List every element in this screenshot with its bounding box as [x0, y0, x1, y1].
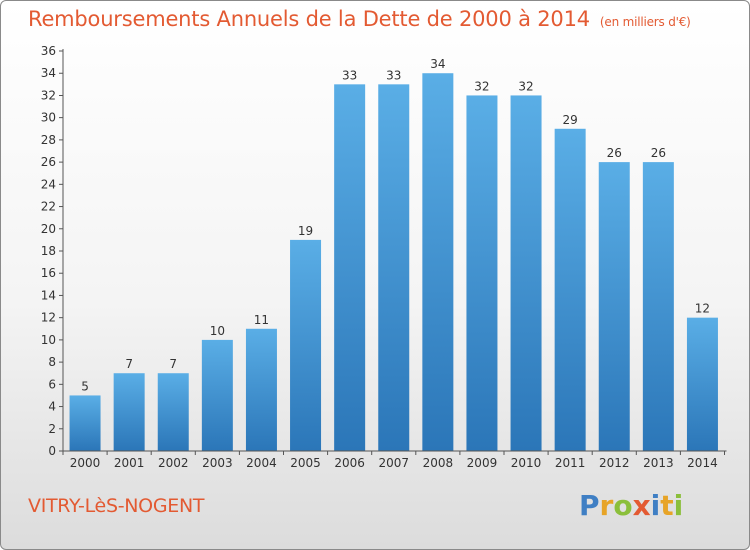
y-tick-label: 8	[48, 355, 56, 369]
bar-2004	[245, 328, 277, 451]
x-tick-label-2004: 2004	[246, 456, 277, 470]
y-tick-label: 34	[41, 66, 56, 80]
data-label-2008: 34	[430, 57, 445, 71]
data-label-2001: 7	[125, 357, 133, 371]
x-tick-label-2001: 2001	[114, 456, 145, 470]
y-tick-label: 26	[41, 155, 56, 169]
data-label-2000: 5	[81, 379, 89, 393]
y-tick-label: 28	[41, 133, 56, 147]
y-tick-label: 30	[41, 111, 56, 125]
y-tick-label: 6	[48, 377, 56, 391]
y-tick-label: 0	[48, 444, 56, 458]
x-tick-label-2008: 2008	[423, 456, 454, 470]
data-label-2010: 32	[518, 79, 533, 93]
bar-2010	[510, 95, 542, 451]
bar-2008	[422, 73, 454, 451]
logo-letter: r	[599, 489, 614, 522]
logo-letter: x	[632, 489, 651, 522]
x-tick-label-2010: 2010	[511, 456, 542, 470]
bars: 5 7 7 10 11 19 33 33 34 32 32 29 26 26 12	[69, 57, 718, 451]
y-tick-label: 2	[48, 422, 56, 436]
x-tick-label-2007: 2007	[378, 456, 409, 470]
bar-2003	[201, 339, 233, 451]
bar-2006	[334, 84, 366, 451]
x-tick-label-2014: 2014	[687, 456, 718, 470]
x-tick-label-2009: 2009	[467, 456, 498, 470]
x-tick-label-2003: 2003	[202, 456, 233, 470]
y-tick-label: 14	[41, 288, 56, 302]
chart-title: Remboursements Annuels de la Dette de 20…	[28, 7, 691, 31]
logo-letter: P	[579, 489, 600, 522]
logo-letter: o	[613, 489, 633, 522]
unit-note: (en milliers d'€)	[599, 15, 691, 29]
x-tick-label-2011: 2011	[555, 456, 586, 470]
y-tick-label: 22	[41, 200, 56, 214]
bar-2012	[598, 162, 630, 451]
chart-title-text: Remboursements Annuels de la Dette de 20…	[28, 7, 590, 31]
logo-letter: i	[673, 489, 684, 522]
y-tick-label: 4	[48, 400, 56, 414]
logo-letter: t	[660, 489, 674, 522]
y-tick-label: 12	[41, 311, 56, 325]
y-tick-label: 36	[41, 44, 56, 58]
x-tick-label-2002: 2002	[158, 456, 189, 470]
data-label-2014: 12	[695, 302, 710, 316]
bar-2011	[554, 128, 586, 451]
x-tick-label-2012: 2012	[599, 456, 630, 470]
data-label-2004: 11	[254, 313, 269, 327]
bar-2013	[642, 162, 674, 451]
city-name: VITRY-LèS-NOGENT	[28, 495, 205, 517]
data-label-2013: 26	[651, 146, 666, 160]
bar-2014	[686, 317, 718, 451]
bar-2002	[157, 373, 189, 451]
x-tick-label-2005: 2005	[290, 456, 321, 470]
y-tick-label: 16	[41, 266, 56, 280]
data-label-2003: 10	[210, 324, 225, 338]
x-tick-label-2013: 2013	[643, 456, 674, 470]
bar-2001	[113, 373, 145, 451]
y-tick-label: 24	[41, 177, 56, 191]
data-label-2011: 29	[563, 113, 578, 127]
bar-2007	[378, 84, 410, 451]
data-label-2012: 26	[607, 146, 622, 160]
logo-letter: i	[650, 489, 661, 522]
bar-2000	[69, 395, 101, 451]
bar-2005	[290, 239, 322, 451]
data-label-2009: 32	[474, 79, 489, 93]
y-tick-label: 20	[41, 222, 56, 236]
x-tick-label-2006: 2006	[334, 456, 365, 470]
y-tick-label: 18	[41, 244, 56, 258]
data-label-2006: 33	[342, 68, 357, 82]
x-tick-label-2000: 2000	[70, 456, 101, 470]
bar-2009	[466, 95, 498, 451]
y-tick-label: 32	[41, 88, 56, 102]
data-label-2007: 33	[386, 68, 401, 82]
proxiti-logo: Proxiti	[579, 489, 683, 522]
y-tick-label: 10	[41, 333, 56, 347]
x-axis: 2000 2001 2002 2003 2004 2005 2006 2007 2008 2009…	[62, 450, 727, 470]
data-label-2002: 7	[169, 357, 177, 371]
data-label-2005: 19	[298, 224, 313, 238]
